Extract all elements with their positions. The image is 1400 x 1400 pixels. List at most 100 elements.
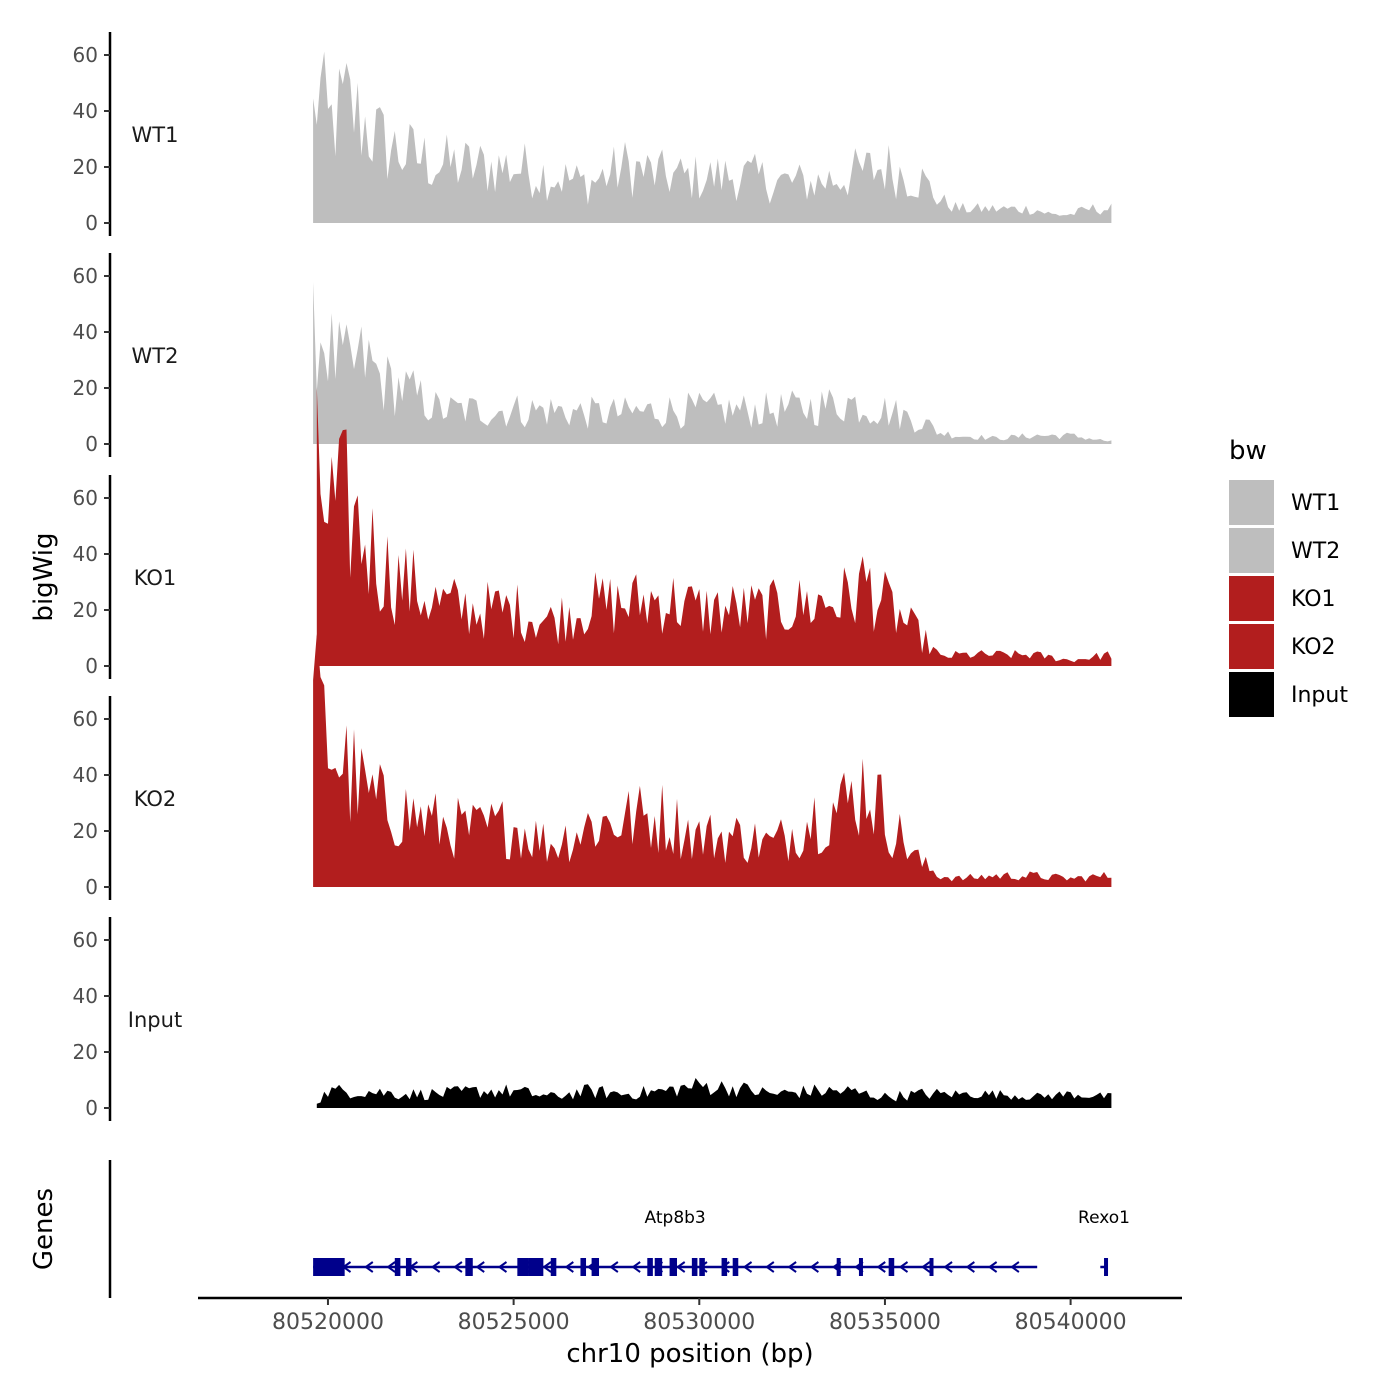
strand-arrow-icon (943, 1261, 953, 1273)
legend-label-input: Input (1291, 683, 1348, 708)
legend-label-ko1: KO1 (1291, 587, 1336, 612)
strand-arrow-icon (364, 1261, 374, 1273)
signal-area-ko1 (316, 387, 1112, 666)
gene-name-label: Rexo1 (1078, 1208, 1130, 1228)
exon-block (691, 1258, 698, 1276)
gene-track-title: Genes (29, 1188, 59, 1270)
exon-block (517, 1258, 529, 1276)
track-ko1: 0 20 40 60 KO1 (73, 387, 1112, 679)
x-axis: 80520000 80525000 80530000 80535000 80540000 (198, 1296, 1182, 1335)
track-name-label: WT2 (132, 344, 179, 368)
y-tick-label: 0 (85, 211, 98, 235)
legend-label-wt2: WT2 (1291, 539, 1340, 564)
exon-block (888, 1258, 895, 1276)
track-name-label: Input (128, 1008, 182, 1032)
strand-arrow-icon (497, 1261, 508, 1273)
legend-swatch-ko1 (1229, 576, 1274, 621)
y-tick-label: 20 (73, 155, 98, 179)
exon-block (721, 1258, 728, 1276)
strand-arrow-icon (898, 1261, 909, 1273)
track-name-label: KO1 (134, 566, 177, 590)
y-tick-label: 40 (73, 984, 98, 1008)
exon-block (669, 1258, 678, 1276)
signal-tracks: 0 20 40 60 WT1 0 20 40 60 WT2 0 20 40 60 KO1 0 20 40 60 KO2… (73, 32, 1112, 1121)
legend-label-wt1: WT1 (1291, 491, 1340, 516)
legend-swatch-wt2 (1229, 528, 1274, 573)
exon-block (836, 1258, 841, 1276)
y-tick-label: 0 (85, 875, 98, 899)
exon-block (699, 1258, 705, 1276)
gene-track: Genes Atp8b3 Rexo1 (29, 1160, 1130, 1298)
strand-arrow-icon (765, 1261, 775, 1273)
exon-block (929, 1258, 934, 1276)
strand-arrow-icon (809, 1261, 819, 1273)
y-tick-label: 40 (73, 99, 98, 123)
track-name-label: WT1 (132, 123, 179, 147)
track-wt2: 0 20 40 60 WT2 (73, 253, 1112, 457)
strand-arrow-icon (987, 1261, 998, 1273)
y-tick-label: 60 (73, 264, 98, 288)
exon-block (465, 1258, 473, 1276)
exon-block (1104, 1258, 1109, 1276)
y-tick-label: 40 (73, 763, 98, 787)
exon-block (647, 1258, 653, 1276)
track-wt1: 0 20 40 60 WT1 (73, 32, 1112, 236)
legend-title: bw (1229, 436, 1267, 466)
exon-block (858, 1258, 863, 1276)
y-tick-label: 20 (73, 819, 98, 843)
signal-area-wt1 (313, 51, 1112, 223)
strand-arrow-icon (876, 1261, 886, 1273)
legend-swatch-input (1229, 672, 1274, 717)
gene-name-label: Atp8b3 (645, 1208, 706, 1228)
y-tick-label: 40 (73, 320, 98, 344)
y-tick-label: 20 (73, 598, 98, 622)
y-tick-label: 0 (85, 654, 98, 678)
legend: bw WT1 WT2 KO1 KO2 Input (1229, 436, 1348, 717)
exon-block (394, 1258, 401, 1276)
exon-block (591, 1258, 600, 1276)
signal-area-wt2 (313, 281, 1112, 444)
signal-area-input (316, 1078, 1112, 1108)
exon-block (550, 1258, 557, 1276)
x-tick-label: 80535000 (829, 1310, 941, 1335)
exon-block (405, 1258, 412, 1276)
strand-arrow-icon (675, 1261, 686, 1273)
x-tick-label: 80540000 (1015, 1310, 1127, 1335)
exon-block (528, 1258, 544, 1276)
x-tick-label: 80520000 (272, 1310, 384, 1335)
strand-arrow-icon (742, 1261, 753, 1273)
strand-arrow-icon (453, 1261, 463, 1273)
exon-block (654, 1258, 663, 1276)
strand-arrow-icon (1010, 1261, 1020, 1273)
y-tick-label: 40 (73, 542, 98, 566)
y-axis-label: bigWig (29, 532, 59, 621)
x-axis-label: chr10 position (bp) (566, 1339, 813, 1369)
strand-arrow-icon (386, 1261, 396, 1273)
y-tick-label: 60 (73, 486, 98, 510)
strand-arrow-icon (631, 1261, 641, 1273)
strand-arrow-icon (475, 1261, 485, 1273)
y-tick-label: 20 (73, 376, 98, 400)
x-tick-label: 80530000 (643, 1310, 755, 1335)
strand-arrow-icon (965, 1261, 975, 1273)
signal-area-ko2 (313, 634, 1112, 887)
track-name-label: KO2 (134, 787, 177, 811)
exon-block (732, 1258, 739, 1276)
strand-arrow-icon (609, 1261, 619, 1273)
legend-label-ko2: KO2 (1291, 635, 1336, 660)
exon-block (313, 1258, 345, 1276)
exon-block (580, 1258, 587, 1276)
y-tick-label: 60 (73, 928, 98, 952)
strand-arrow-icon (430, 1261, 441, 1273)
gene-atp8b3: Atp8b3 (313, 1208, 1038, 1276)
gene-rexo1: Rexo1 (1078, 1208, 1130, 1276)
y-tick-label: 60 (73, 707, 98, 731)
strand-arrow-icon (787, 1261, 797, 1273)
strand-arrow-icon (542, 1261, 552, 1273)
track-ko2: 0 20 40 60 KO2 (73, 634, 1112, 900)
y-tick-label: 0 (85, 432, 98, 456)
legend-swatch-ko2 (1229, 624, 1274, 669)
strand-arrow-icon (564, 1261, 574, 1273)
